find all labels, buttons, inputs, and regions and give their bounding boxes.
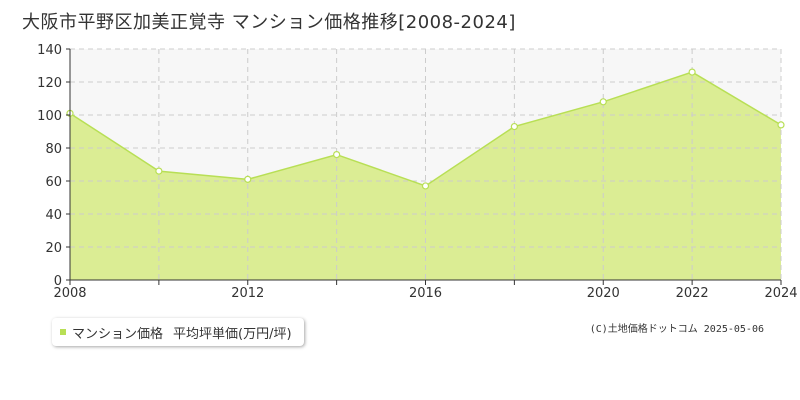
x-tick-label: 2020 xyxy=(587,286,620,301)
data-point xyxy=(599,98,607,106)
x-tick-label: 2016 xyxy=(409,286,442,301)
y-tick-label: 0 xyxy=(54,274,62,289)
legend: マンション価格 平均坪単価(万円/坪) xyxy=(52,318,304,346)
y-tick-label: 60 xyxy=(45,175,62,190)
legend-series-label: マンション価格 xyxy=(72,326,164,342)
y-tick-label: 140 xyxy=(37,43,62,58)
y-tick-label: 100 xyxy=(37,109,62,124)
data-point xyxy=(510,122,518,131)
data-point xyxy=(155,167,163,175)
x-tick-label: 2024 xyxy=(764,286,797,301)
data-point xyxy=(333,151,341,159)
data-point xyxy=(777,121,785,129)
x-tick-label: 2008 xyxy=(53,286,86,301)
y-tick-label: 120 xyxy=(37,76,62,91)
data-point xyxy=(244,175,252,183)
legend-unit-label: 平均坪単価(万円/坪) xyxy=(173,326,292,342)
x-tick-label: 2012 xyxy=(231,286,264,301)
y-tick-label: 80 xyxy=(45,142,62,157)
data-point xyxy=(421,182,430,190)
copyright-text: (C)土地価格ドットコム 2025-05-06 xyxy=(589,324,764,335)
y-tick-label: 20 xyxy=(45,241,62,256)
data-point xyxy=(688,68,696,76)
y-tick-label: 40 xyxy=(45,208,62,223)
chart-title: 大阪市平野区加美正覚寺 マンション価格推移[2008-2024] xyxy=(22,12,516,33)
legend-marker xyxy=(60,329,66,335)
x-tick-label: 2022 xyxy=(676,286,709,301)
